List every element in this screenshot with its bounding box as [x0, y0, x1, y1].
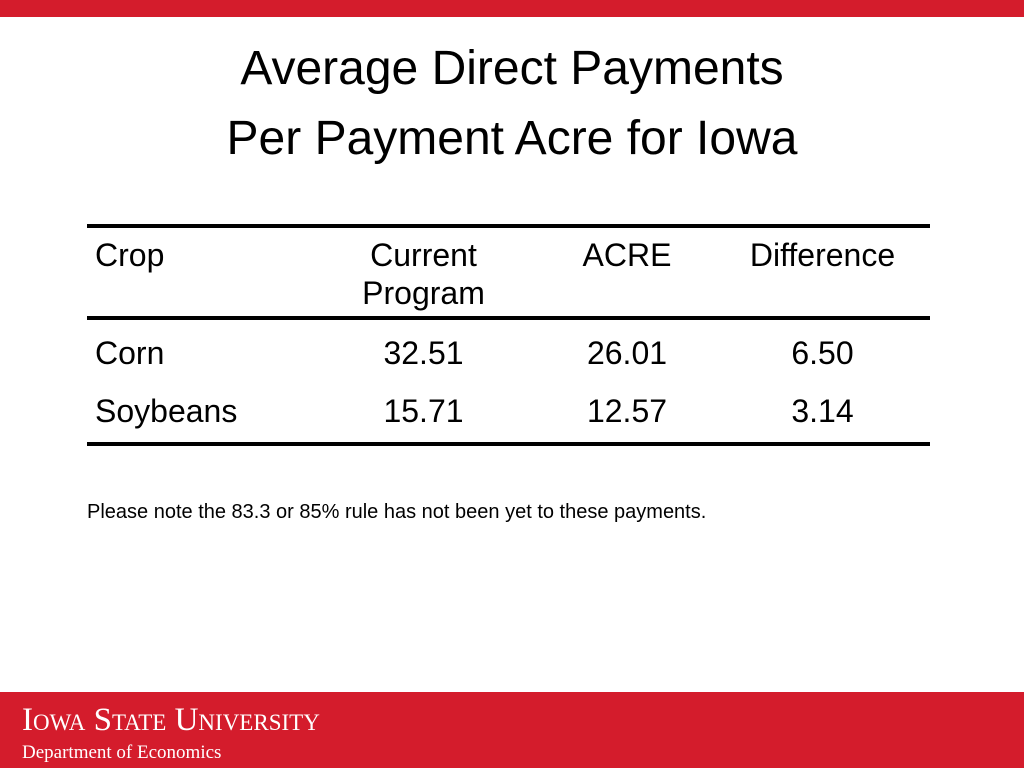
table-body: Corn 32.51 26.01 6.50 Soybeans 15.71 12.57 3.14 — [87, 318, 930, 444]
header-row: Crop Current Program ACRE Difference — [87, 226, 930, 318]
column-header: ACRE — [582, 237, 672, 273]
column-header: Crop — [95, 237, 165, 273]
top-bar — [0, 0, 1024, 17]
row-label: Soybeans — [95, 393, 238, 429]
department: Department of Economics — [22, 742, 222, 763]
cell: 3.14 — [791, 393, 854, 429]
footer: Iowa State University Department of Econ… — [0, 692, 1024, 768]
column-header: Current Program — [362, 237, 485, 311]
cell: 12.57 — [586, 393, 668, 429]
title: Average Direct Payments Per Payment Acre… — [0, 34, 1024, 174]
column-header: Difference — [749, 237, 896, 273]
note: Please note the 83.3 or 85% rule has not… — [87, 501, 707, 523]
cell: 6.50 — [791, 335, 854, 371]
table-row: Soybeans 15.71 12.57 3.14 — [87, 384, 930, 444]
cell: 32.51 — [383, 335, 464, 371]
table-row: Corn 32.51 26.01 6.50 — [87, 318, 930, 384]
row-label: Corn — [95, 335, 165, 371]
title-line: Average Direct Payments — [240, 42, 784, 95]
cell: 26.01 — [586, 335, 668, 371]
cell: 15.71 — [383, 393, 464, 429]
title-line: Per Payment Acre for Iowa — [226, 112, 798, 165]
institution: Iowa State University — [22, 702, 320, 738]
data-table: Crop Current Program ACRE Difference Cor… — [87, 224, 930, 446]
